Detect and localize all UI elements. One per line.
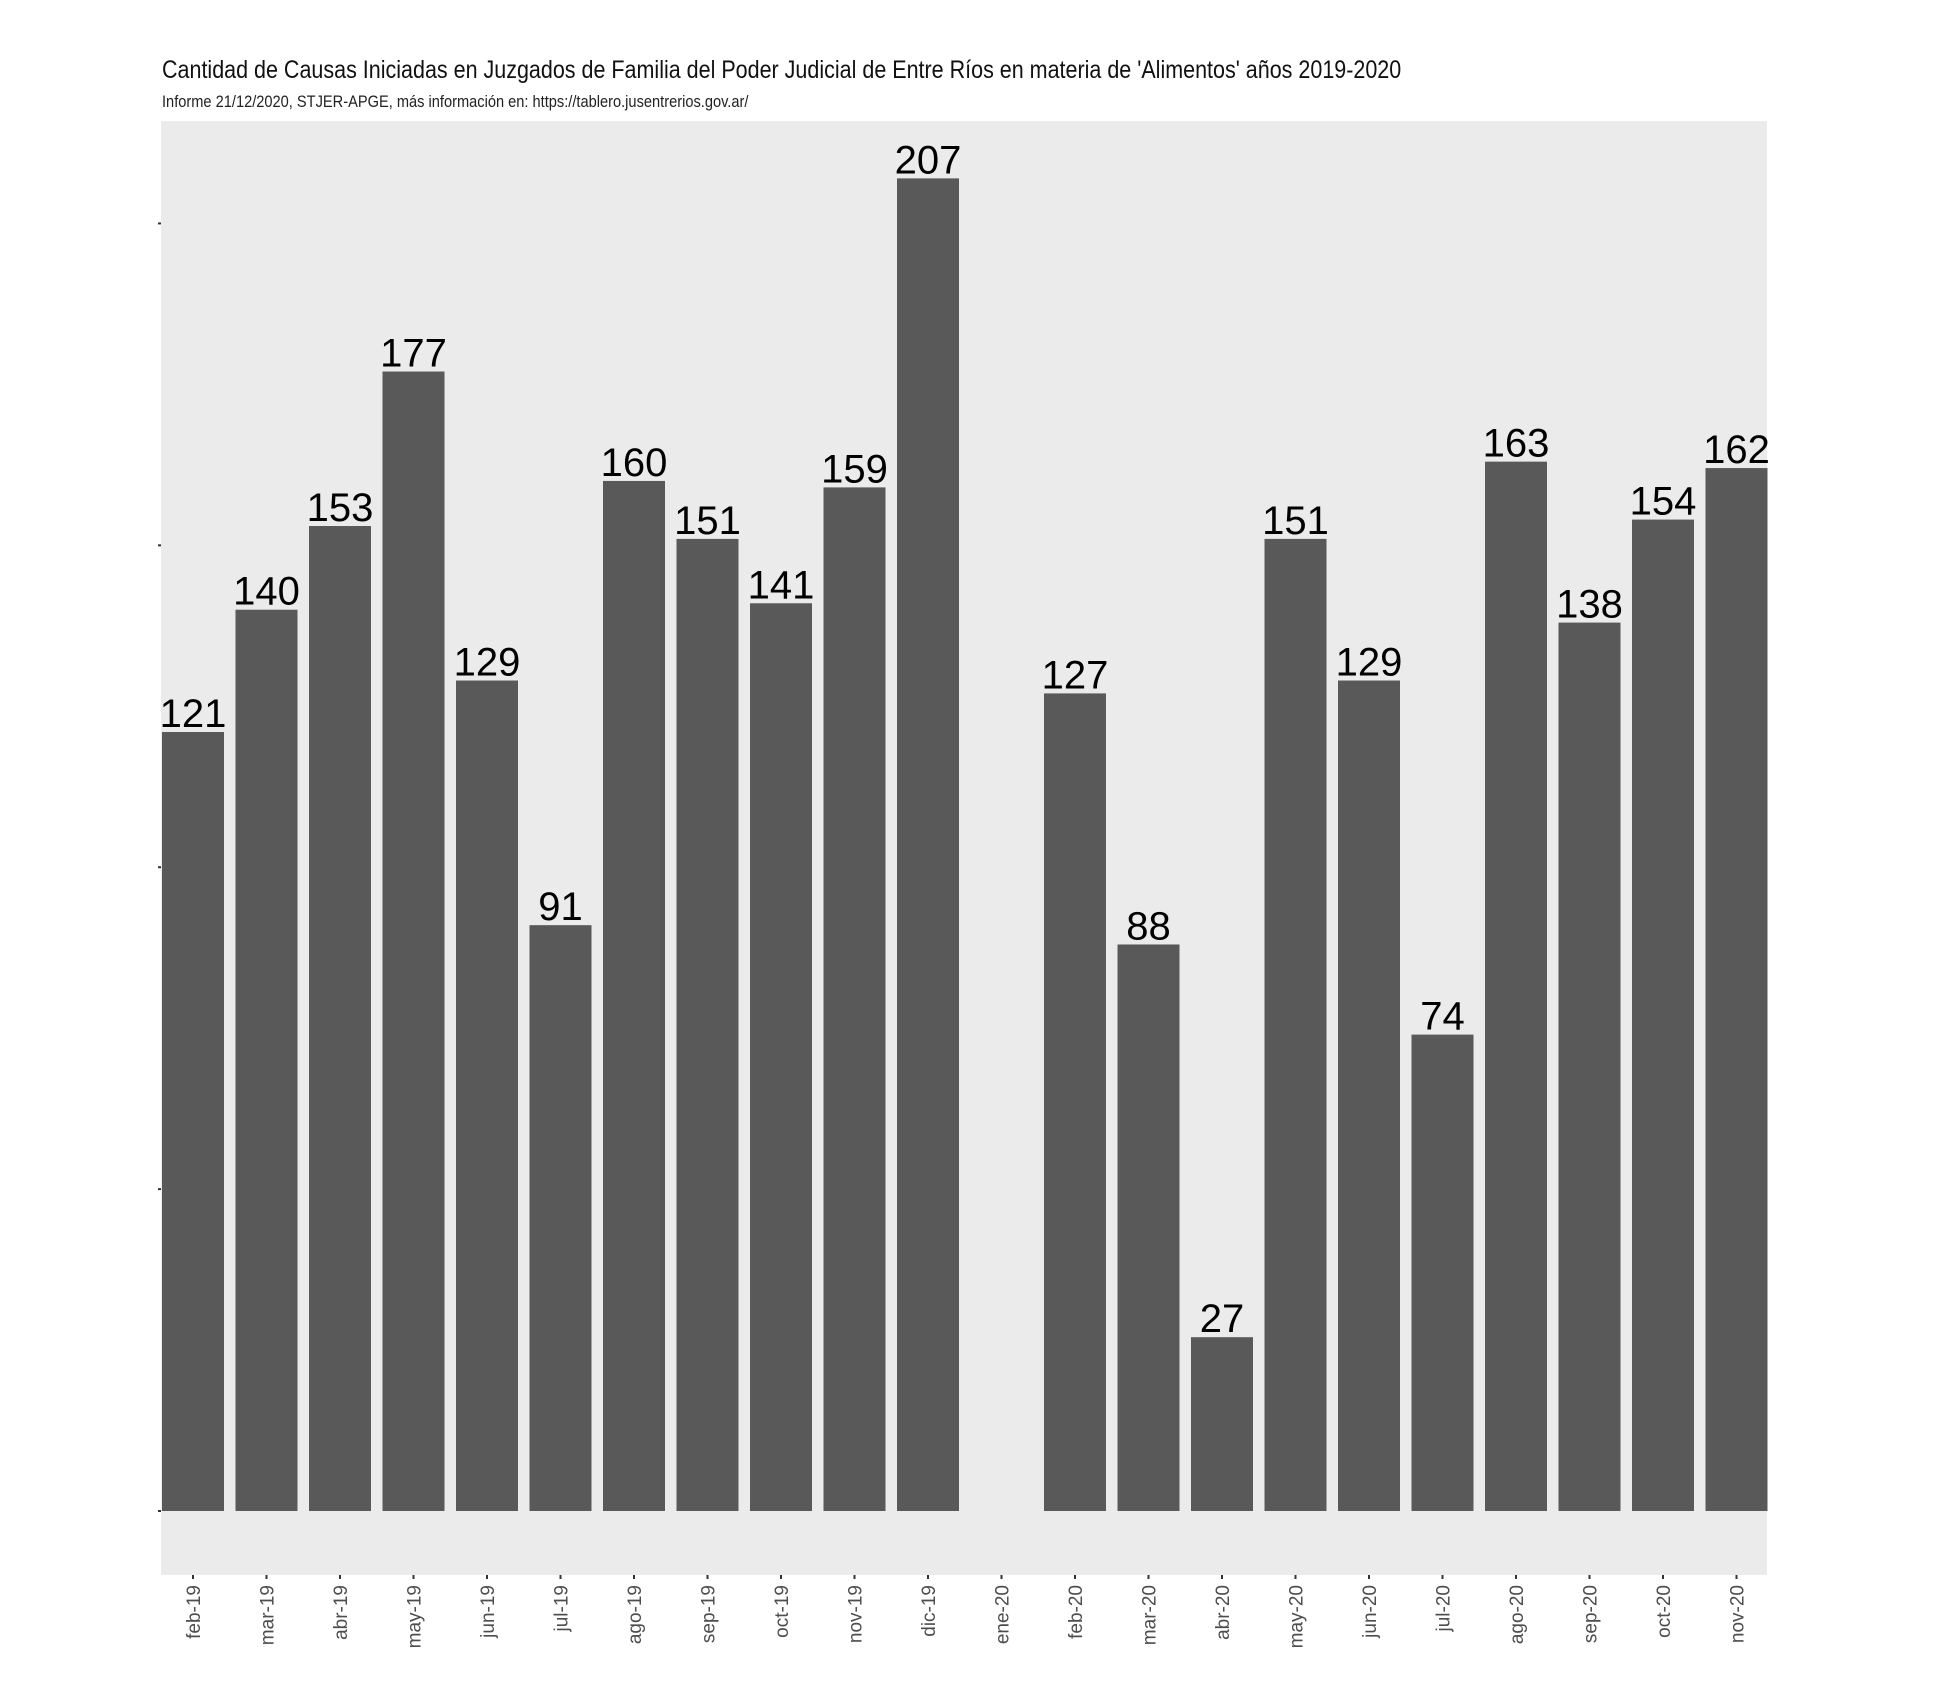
- value-label-dic-19: 207: [895, 138, 962, 182]
- value-label-may-19: 177: [380, 332, 447, 376]
- value-label-jun-19: 129: [454, 641, 521, 685]
- x-tick-label-sep-20: sep-20: [1581, 1585, 1602, 1643]
- value-label-oct-19: 141: [748, 563, 815, 607]
- x-tick-label-abr-20: abr-20: [1213, 1585, 1234, 1640]
- x-tick-label-abr-19: abr-19: [331, 1585, 352, 1640]
- x-tick-label-nov-20: nov-20: [1728, 1585, 1749, 1643]
- bar-ago-19: [603, 480, 665, 1512]
- value-label-jun-20: 129: [1336, 641, 1403, 685]
- x-tick-label-dic-19: dic-19: [919, 1585, 940, 1637]
- value-label-ago-19: 160: [601, 441, 668, 485]
- bar-nov-19: [823, 487, 886, 1511]
- x-tick-label-feb-20: feb-20: [1066, 1585, 1087, 1639]
- bar-jun-20: [1338, 680, 1400, 1511]
- bar-feb-19: [162, 732, 224, 1511]
- bar-oct-19: [750, 603, 812, 1511]
- bar-jul-19: [529, 925, 592, 1511]
- bar-mar-20: [1117, 944, 1180, 1511]
- value-labels: 1211401531771299116015114115920712788271…: [160, 138, 1770, 1341]
- bar-jul-20: [1411, 1034, 1474, 1511]
- value-label-oct-20: 154: [1630, 480, 1697, 524]
- bar-may-19: [382, 371, 445, 1512]
- value-label-sep-20: 138: [1556, 583, 1623, 627]
- bar-jun-19: [456, 680, 518, 1511]
- value-label-feb-19: 121: [160, 692, 227, 736]
- value-label-jul-19: 91: [538, 885, 583, 929]
- chart-title: Cantidad de Causas Iniciadas en Juzgados…: [162, 56, 1402, 84]
- x-tick-label-may-20: may-20: [1287, 1585, 1308, 1648]
- bar-dic-19: [897, 178, 959, 1511]
- bar-nov-20: [1705, 468, 1768, 1511]
- value-label-nov-20: 162: [1703, 428, 1770, 472]
- bar-abr-20: [1191, 1337, 1253, 1511]
- value-label-abr-20: 27: [1200, 1297, 1245, 1341]
- bar-abr-19: [309, 526, 371, 1511]
- bar-may-20: [1264, 538, 1327, 1511]
- bars: [162, 178, 1768, 1512]
- x-tick-label-oct-20: oct-20: [1654, 1585, 1675, 1638]
- x-tick-label-jun-20: jun-20: [1360, 1585, 1381, 1639]
- x-tick-label-ago-19: ago-19: [625, 1585, 646, 1644]
- x-tick-label-ago-20: ago-20: [1507, 1585, 1528, 1644]
- value-label-sep-19: 151: [674, 499, 741, 543]
- x-tick-label-may-19: may-19: [405, 1585, 426, 1648]
- value-label-ago-20: 163: [1483, 422, 1550, 466]
- bar-ago-20: [1485, 461, 1547, 1511]
- x-axis-tick-labels: feb-19 mar-19 abr-19 may-19 jun-19 jul-19 ago-…: [184, 1575, 1749, 1648]
- x-tick-label-sep-19: sep-19: [699, 1585, 720, 1643]
- value-label-nov-19: 159: [821, 447, 888, 491]
- chart-subtitle: Informe 21/12/2020, STJER-APGE, más info…: [162, 92, 749, 111]
- x-tick-label-jun-19: jun-19: [478, 1585, 499, 1639]
- bar-feb-20: [1044, 693, 1106, 1511]
- x-tick-label-mar-19: mar-19: [258, 1585, 279, 1645]
- bar-oct-20: [1632, 519, 1694, 1511]
- x-tick-label-mar-20: mar-20: [1140, 1585, 1161, 1645]
- value-label-abr-19: 153: [307, 486, 374, 530]
- x-tick-label-jul-20: jul-20: [1434, 1585, 1455, 1632]
- x-tick-label-feb-19: feb-19: [184, 1585, 205, 1639]
- y-axis-ticks: [158, 222, 161, 1512]
- x-tick-label-oct-19: oct-19: [772, 1585, 793, 1638]
- value-label-jul-20: 74: [1420, 995, 1465, 1039]
- x-tick-label-ene-20: ene-20: [993, 1585, 1014, 1644]
- value-label-feb-20: 127: [1042, 653, 1109, 697]
- bar-mar-19: [235, 609, 298, 1511]
- value-label-mar-19: 140: [233, 570, 300, 614]
- value-label-mar-20: 88: [1126, 904, 1171, 948]
- value-label-may-20: 151: [1262, 499, 1329, 543]
- x-tick-label-nov-19: nov-19: [846, 1585, 867, 1643]
- bar-sep-19: [676, 538, 739, 1511]
- x-tick-label-jul-19: jul-19: [552, 1585, 573, 1632]
- bar-sep-20: [1558, 622, 1621, 1511]
